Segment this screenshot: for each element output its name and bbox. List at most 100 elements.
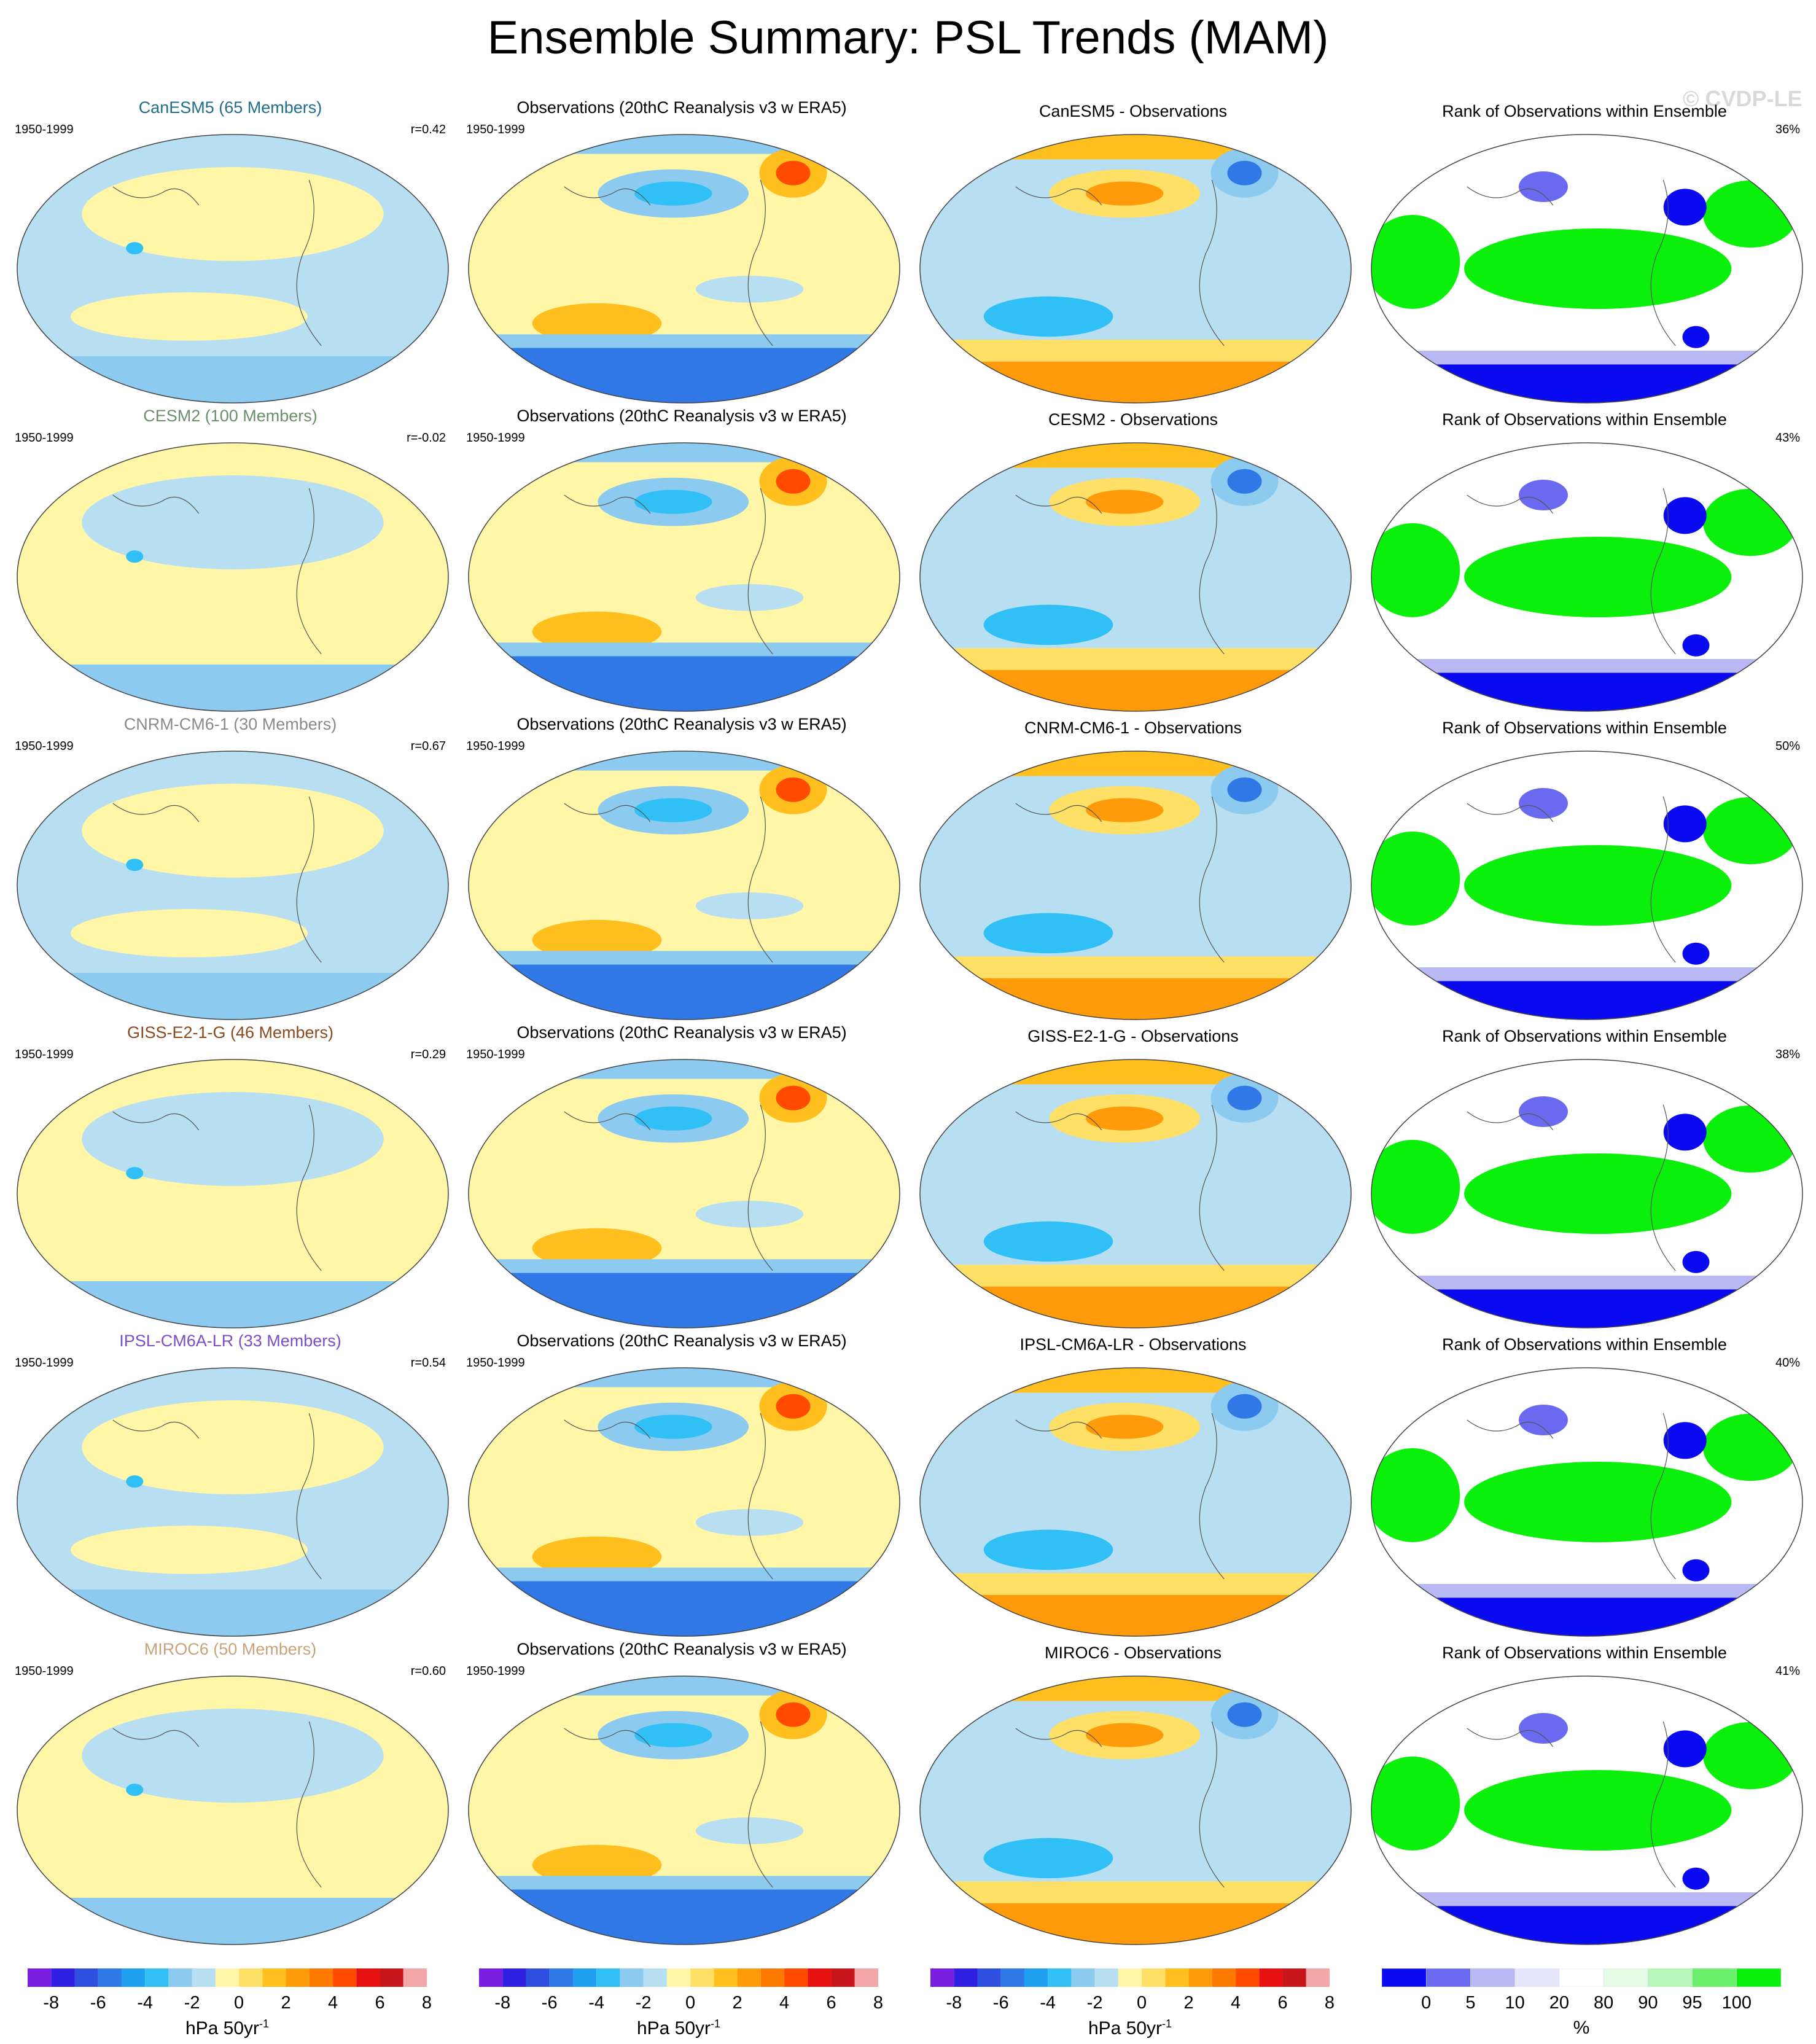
map-diff (919, 134, 1352, 404)
colorbar-tick-label: 90 (1638, 1993, 1658, 2013)
colorbar-swatch (1024, 1968, 1048, 1987)
map-model (17, 1367, 449, 1637)
colorbar-tick-label: -2 (1086, 1993, 1103, 2013)
period-label: 1950-1999 (15, 1664, 74, 1678)
colorbar-swatch (121, 1968, 146, 1987)
colorbar-swatch (1648, 1968, 1693, 1987)
colorbar-tick-label: 2 (281, 1993, 291, 2013)
period-label: 1950-1999 (466, 431, 525, 445)
colorbar-swatch (760, 1968, 785, 1987)
rank-colorbar (1382, 1968, 1781, 1987)
correlation-label: r=0.42 (410, 123, 446, 136)
panel-obs-row-1: Observations (20thC Reanalysis v3 w ERA5… (458, 98, 906, 405)
panel-model-row-3: CNRM-CM6-1 (30 Members) 1950-1999 r=0.67 (6, 715, 454, 1022)
colorbar-swatch (954, 1968, 978, 1987)
panel-obs-row-3: Observations (20thC Reanalysis v3 w ERA5… (458, 715, 906, 1022)
panel-obs-row-5: Observations (20thC Reanalysis v3 w ERA5… (458, 1332, 906, 1639)
panel-title: Rank of Observations within Ensemble (1442, 1644, 1727, 1662)
panel-title: MIROC6 - Observations (1044, 1644, 1222, 1662)
panel-title: CESM2 (100 Members) (143, 407, 318, 425)
colorbar-swatch (98, 1968, 122, 1987)
correlation-label: r=0.60 (410, 1664, 446, 1678)
map-rank (1371, 1367, 1803, 1637)
colorbar-swatch (51, 1968, 75, 1987)
map-rank (1371, 442, 1803, 712)
correlation-label: r=-0.02 (407, 431, 446, 445)
colorbar-swatch (168, 1968, 192, 1987)
colorbar-swatch (1736, 1968, 1781, 1987)
panel-title: Observations (20thC Reanalysis v3 w ERA5… (516, 1640, 847, 1658)
colorbar-swatch (1000, 1968, 1024, 1987)
panel-title: IPSL-CM6A-LR (33 Members) (119, 1332, 341, 1350)
colorbar-swatch (1514, 1968, 1560, 1987)
colorbar-swatch (286, 1968, 310, 1987)
map-diff (919, 1675, 1352, 1945)
panel-obs-row-6: Observations (20thC Reanalysis v3 w ERA5… (458, 1640, 906, 1947)
colorbar-tick-label: 2 (732, 1993, 742, 2013)
panel-title: Rank of Observations within Ensemble (1442, 410, 1727, 429)
colorbar-swatch (403, 1968, 427, 1987)
colorbar-swatch (526, 1968, 550, 1987)
colorbar-swatch (1188, 1968, 1212, 1987)
map-model (17, 1059, 449, 1328)
panel-diff-row-5: IPSL-CM6A-LR - Observations (909, 1332, 1357, 1639)
colorbar-swatch (596, 1968, 620, 1987)
colorbar-tick-label: 4 (1230, 1993, 1241, 2013)
map-obs (468, 134, 900, 404)
panel-diff-row-6: MIROC6 - Observations (909, 1640, 1357, 1947)
colorbar-swatch (145, 1968, 169, 1987)
map-rank (1371, 1059, 1803, 1328)
panel-title: CanESM5 (65 Members) (138, 98, 322, 117)
colorbar-tick-label: 80 (1593, 1993, 1614, 2013)
colorbar-swatch (831, 1968, 855, 1987)
colorbar-swatch (620, 1968, 644, 1987)
panel-diff-row-4: GISS-E2-1-G - Observations (909, 1023, 1357, 1330)
colorbar-unit: hPa 50yr-1 (185, 2018, 270, 2038)
colorbar-swatch (1071, 1968, 1095, 1987)
map-model (17, 134, 449, 404)
map-model (17, 1675, 449, 1945)
colorbar-swatch (930, 1968, 954, 1987)
trend-colorbar (479, 1968, 878, 1987)
panel-title: CNRM-CM6-1 - Observations (1024, 719, 1242, 737)
period-label: 1950-1999 (466, 1356, 525, 1370)
colorbar-swatch (28, 1968, 52, 1987)
colorbar-swatch (380, 1968, 403, 1987)
colorbar-unit: hPa 50yr-1 (636, 2018, 721, 2038)
colorbar-tick-label: -4 (137, 1993, 154, 2013)
colorbar-swatch (215, 1968, 240, 1987)
map-obs (468, 1367, 900, 1637)
colorbar-tick-label: 95 (1682, 1993, 1702, 2013)
colorbar-tick-label: 2 (1183, 1993, 1194, 2013)
colorbar-swatch (643, 1968, 667, 1987)
colorbar-swatch (784, 1968, 808, 1987)
colorbar-swatch (572, 1968, 597, 1987)
colorbar-tick-label: -6 (90, 1993, 106, 2013)
period-label: 1950-1999 (15, 739, 74, 753)
colorbar-swatch (1142, 1968, 1166, 1987)
colorbar-swatch (333, 1968, 357, 1987)
panel-model-row-6: MIROC6 (50 Members) 1950-1999 r=0.60 (6, 1640, 454, 1947)
panel-title: Observations (20thC Reanalysis v3 w ERA5… (516, 715, 847, 733)
panel-title: Rank of Observations within Ensemble (1442, 1335, 1727, 1354)
panel-diff-row-3: CNRM-CM6-1 - Observations (909, 715, 1357, 1022)
panel-rank-row-2: Rank of Observations within Ensemble 43% (1360, 407, 1809, 714)
correlation-label: r=0.29 (410, 1048, 446, 1061)
map-obs (468, 1675, 900, 1945)
map-obs (468, 442, 900, 712)
period-label: 1950-1999 (466, 123, 525, 136)
panel-rank-row-6: Rank of Observations within Ensemble 41% (1360, 1640, 1809, 1947)
map-diff (919, 751, 1352, 1020)
colorbar-swatch (239, 1968, 263, 1987)
colorbar-swatch (690, 1968, 714, 1987)
colorbar-swatch (1382, 1968, 1427, 1987)
panel-title: Observations (20thC Reanalysis v3 w ERA5… (516, 98, 847, 117)
colorbar-tick-label: 6 (1277, 1993, 1288, 2013)
map-diff (919, 1059, 1352, 1328)
colorbar-swatch (1425, 1968, 1471, 1987)
watermark: © CVDP-LE (1683, 86, 1802, 111)
colorbar-unit: % (1573, 2018, 1590, 2038)
percent-label: 43% (1775, 431, 1800, 445)
colorbar-swatch (737, 1968, 761, 1987)
colorbar-tick-label: 100 (1721, 1993, 1752, 2013)
